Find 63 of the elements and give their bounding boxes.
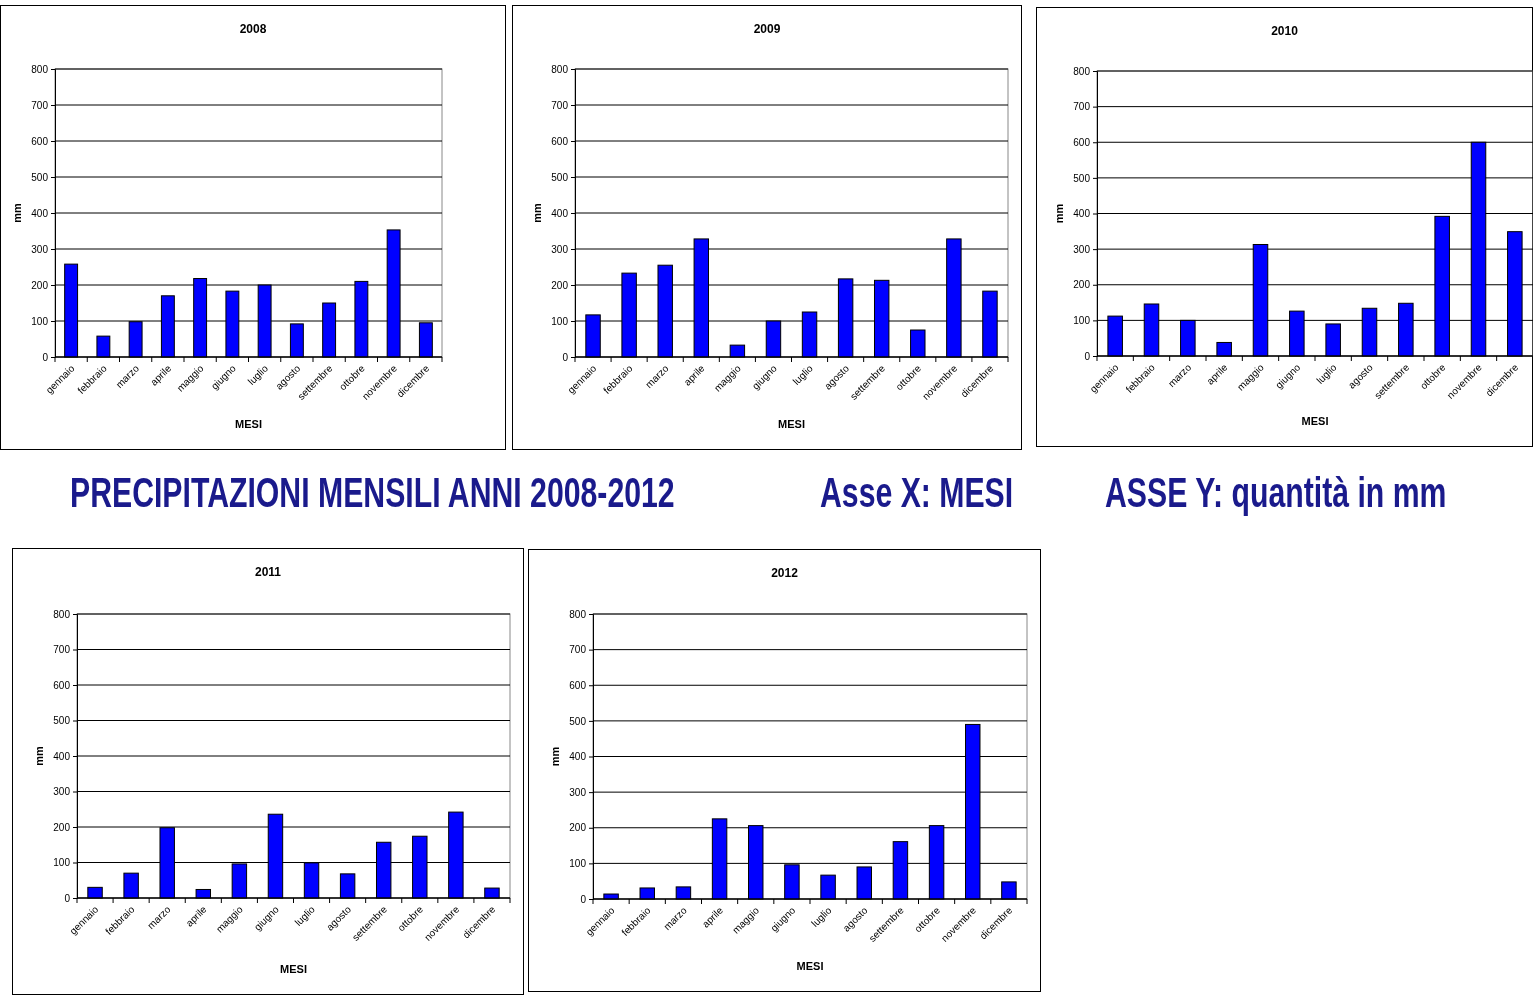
y-tick-label: 100: [53, 857, 71, 869]
text: PRECIPITAZIONI MENSILI ANNI 2008-2012: [70, 469, 675, 517]
y-tick-label: 500: [569, 715, 587, 727]
y-tick-label: 0: [64, 892, 71, 904]
y-tick-label: 800: [31, 63, 49, 75]
y-tick-label: 100: [551, 315, 569, 327]
chart-title: 2012: [771, 566, 799, 580]
y-tick-label: 700: [31, 99, 49, 111]
y-tick-label: 400: [569, 751, 587, 763]
y-tick-label: 0: [562, 351, 569, 363]
chart-title: 2008: [239, 22, 267, 36]
chart-title: 2009: [753, 22, 781, 36]
y-tick-label: 600: [569, 679, 587, 691]
chart-title: 2010: [1271, 24, 1299, 38]
y-tick-label: 100: [1073, 315, 1091, 327]
y-tick-label: 400: [1073, 208, 1091, 220]
y-tick-label: 500: [551, 171, 569, 183]
text: ASSE Y: quantità in mm: [1105, 469, 1447, 517]
y-tick-label: 300: [1073, 243, 1091, 255]
y-axis-title: mm: [549, 746, 561, 767]
y-tick-label: 200: [551, 279, 569, 291]
y-axis-title: mm: [531, 203, 543, 223]
y-tick-label: 500: [53, 715, 71, 727]
y-tick-label: 100: [569, 858, 587, 870]
x-axis-title: MESI: [235, 418, 262, 430]
y-tick-label: 0: [42, 351, 49, 363]
y-tick-label: 500: [31, 171, 49, 183]
y-tick-label: 0: [580, 893, 587, 905]
y-tick-label: 700: [569, 644, 587, 656]
y-tick-label: 800: [1073, 65, 1091, 77]
y-tick-label: 800: [551, 63, 569, 75]
y-tick-label: 300: [551, 243, 569, 255]
y-tick-label: 800: [53, 608, 71, 620]
x-axis-title: MESI: [778, 418, 805, 430]
text: Asse X: MESI: [820, 469, 1014, 517]
y-tick-label: 800: [569, 608, 587, 620]
y-tick-label: 400: [31, 207, 49, 219]
y-tick-label: 100: [31, 315, 49, 327]
y-tick-label: 600: [551, 135, 569, 147]
y-tick-label: 600: [53, 679, 71, 691]
y-tick-label: 700: [53, 644, 71, 656]
y-tick-label: 700: [551, 99, 569, 111]
y-tick-label: 200: [569, 822, 587, 834]
y-axis-title: mm: [1053, 203, 1065, 224]
y-tick-label: 300: [53, 786, 71, 798]
x-axis-title: MESI: [796, 960, 824, 972]
x-axis-title: MESI: [1301, 415, 1329, 427]
y-tick-label: 300: [31, 243, 49, 255]
y-tick-label: 500: [1073, 172, 1091, 184]
y-axis-title: mm: [33, 746, 45, 766]
y-tick-label: 0: [1084, 350, 1091, 362]
y-tick-label: 200: [1073, 279, 1091, 291]
x-axis-title: MESI: [280, 963, 307, 975]
y-tick-label: 600: [31, 135, 49, 147]
y-tick-label: 600: [1073, 136, 1091, 148]
chart-title: 2011: [254, 565, 282, 579]
y-tick-label: 400: [53, 750, 71, 762]
y-tick-label: 200: [53, 821, 71, 833]
y-tick-label: 700: [1073, 101, 1091, 113]
y-tick-label: 400: [551, 207, 569, 219]
y-tick-label: 300: [569, 786, 587, 798]
y-tick-label: 200: [31, 279, 49, 291]
y-axis-title: mm: [11, 203, 23, 223]
